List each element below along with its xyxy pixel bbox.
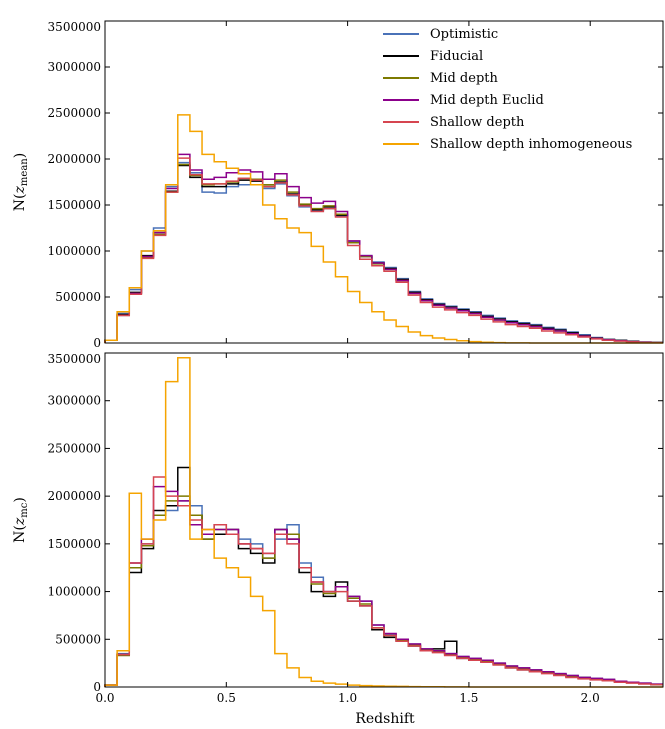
legend-label: Mid depth Euclid (430, 93, 544, 108)
y-axis-label-var: z (12, 517, 28, 526)
y-tick-label: 2000000 (48, 489, 101, 503)
y-tick-label: 1000000 (48, 244, 101, 258)
y-tick-label: 500000 (55, 632, 101, 646)
y-axis-label-main: N( (12, 193, 28, 211)
series-line-mid-depth (104, 495, 663, 687)
y-axis-label-close: ) (12, 153, 28, 158)
legend-label: Mid depth (430, 71, 498, 86)
series-line-mid-depth-euclid (104, 485, 663, 687)
y-tick-label: 500000 (55, 290, 101, 304)
y-axis-label-var: z (12, 185, 28, 194)
series-line-optimistic (104, 500, 663, 687)
y-tick-label: 3000000 (48, 60, 101, 74)
x-tick-label: 0.0 (95, 691, 114, 705)
bottom-panel: 0 500000 1000000 1500000 2000000 2500000 30000… (12, 352, 664, 705)
x-tick-label: 1.0 (338, 691, 357, 705)
series-line-shallow-depth (104, 476, 663, 687)
x-tick-label: 2.0 (581, 691, 600, 705)
y-tick-label: 0 (93, 680, 101, 694)
y-axis-label-main: N( (12, 525, 28, 543)
y-tick-label: 2500000 (48, 106, 101, 120)
y-tick-label: 1500000 (48, 198, 101, 212)
y-tick-label: 2500000 (48, 441, 101, 455)
y-tick-label: 0 (93, 336, 101, 350)
legend-label: Fiducial (430, 49, 483, 64)
legend-label: Shallow depth inhomogeneous (430, 137, 632, 152)
y-tick-label: 3500000 (48, 20, 101, 34)
y-axis-label-sub: mean (19, 158, 30, 186)
y-tick-label: 1000000 (48, 585, 101, 599)
x-tick-label: 0.5 (217, 691, 236, 705)
y-tick-label: 1500000 (48, 537, 101, 551)
x-axis-label: Redshift (355, 711, 415, 727)
x-tick-label: 1.5 (459, 691, 478, 705)
y-axis-label: N(zmean) (12, 153, 30, 211)
legend-label: Shallow depth (430, 115, 525, 130)
axes-frame (104, 20, 664, 344)
legend-label: Optimistic (430, 27, 498, 42)
y-tick-label: 3000000 (48, 394, 101, 408)
series-line-shallow-depth (104, 157, 663, 344)
axes-frame (104, 352, 664, 688)
top-panel: 0 500000 1000000 1500000 2000000 2500000 30000… (12, 20, 664, 350)
y-axis-label-sub: mc (19, 502, 30, 517)
y-tick-label: 3500000 (48, 352, 101, 366)
y-axis-label: N(zmc) (12, 497, 30, 543)
legend: Optimistic Fiducial Mid depth Mid depth Euc… (383, 27, 632, 152)
y-axis-label-close: ) (12, 497, 28, 502)
y-tick-label: 2000000 (48, 152, 101, 166)
